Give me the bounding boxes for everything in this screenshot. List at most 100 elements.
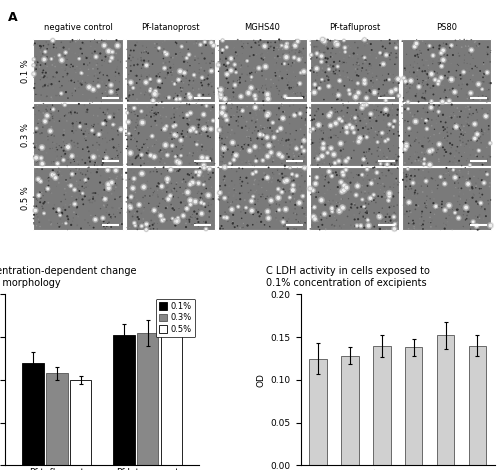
Point	[36, 143, 44, 151]
Point	[222, 134, 230, 142]
Point	[222, 53, 230, 61]
Point	[192, 171, 200, 178]
Point	[44, 136, 52, 143]
Point	[140, 219, 148, 227]
Point	[238, 178, 246, 185]
Point	[340, 187, 348, 194]
Point	[134, 153, 142, 160]
Point	[62, 49, 70, 56]
Point	[456, 133, 464, 141]
Point	[142, 226, 150, 234]
Point	[194, 170, 202, 177]
Point	[372, 106, 380, 114]
Point	[469, 71, 477, 79]
Point	[406, 72, 414, 79]
Point	[251, 176, 259, 183]
Point	[69, 125, 77, 132]
Point	[222, 55, 230, 63]
Point	[233, 199, 241, 207]
Point	[193, 141, 201, 149]
Point	[383, 124, 391, 131]
Point	[462, 196, 470, 204]
Point	[246, 110, 254, 117]
Point	[332, 199, 340, 206]
Point	[80, 61, 88, 68]
Point	[93, 71, 101, 79]
Point	[387, 42, 395, 50]
Point	[46, 188, 54, 196]
Point	[390, 79, 398, 86]
Point	[463, 37, 471, 44]
Point	[316, 226, 324, 234]
Text: Pf-latanoprost: Pf-latanoprost	[141, 23, 200, 32]
Point	[192, 167, 200, 174]
Point	[329, 63, 337, 70]
Point	[458, 121, 466, 129]
Text: Pf-tafluprost: Pf-tafluprost	[328, 23, 380, 32]
Point	[237, 93, 245, 100]
Point	[202, 203, 210, 211]
Point	[88, 155, 96, 162]
Point	[55, 165, 63, 172]
Point	[376, 49, 384, 56]
Point	[390, 142, 398, 149]
Point	[394, 201, 402, 209]
Point	[466, 94, 474, 102]
Point	[160, 125, 168, 133]
Point	[456, 137, 464, 144]
Point	[158, 182, 166, 190]
Point	[150, 110, 158, 117]
Point	[220, 164, 228, 171]
Point	[50, 171, 58, 179]
Point	[426, 161, 434, 169]
Point	[88, 199, 96, 206]
Point	[378, 129, 386, 137]
Point	[310, 213, 318, 220]
Point	[278, 153, 286, 160]
Point	[412, 107, 420, 115]
Point	[208, 57, 216, 65]
Point	[127, 201, 135, 209]
Point	[466, 143, 473, 151]
Point	[470, 191, 478, 199]
Point	[118, 156, 126, 164]
Point	[176, 159, 184, 166]
Point	[220, 149, 228, 157]
Point	[444, 124, 452, 131]
Point	[182, 133, 190, 140]
Point	[466, 106, 473, 113]
Point	[202, 102, 210, 110]
Point	[358, 110, 366, 118]
Point	[282, 54, 290, 61]
Point	[362, 75, 370, 82]
Point	[417, 119, 425, 127]
Point	[338, 96, 345, 104]
Point	[111, 196, 119, 203]
Point	[468, 51, 475, 59]
Point	[262, 172, 270, 180]
Point	[58, 172, 66, 180]
Point	[174, 117, 182, 125]
Point	[224, 59, 232, 67]
Point	[285, 195, 293, 203]
Point	[406, 207, 414, 215]
Point	[386, 204, 394, 211]
Point	[452, 160, 460, 167]
Point	[385, 52, 393, 59]
Point	[130, 108, 138, 115]
Point	[395, 132, 403, 140]
Point	[76, 65, 84, 72]
Point	[140, 199, 148, 207]
Point	[126, 152, 134, 159]
Point	[132, 222, 140, 229]
Point	[402, 194, 410, 201]
Point	[320, 78, 328, 85]
Point	[392, 60, 400, 68]
Point	[132, 106, 140, 114]
Point	[219, 225, 227, 232]
Point	[60, 112, 68, 120]
Point	[184, 111, 192, 118]
Point	[164, 65, 172, 73]
Point	[379, 180, 387, 188]
Point	[378, 169, 386, 176]
